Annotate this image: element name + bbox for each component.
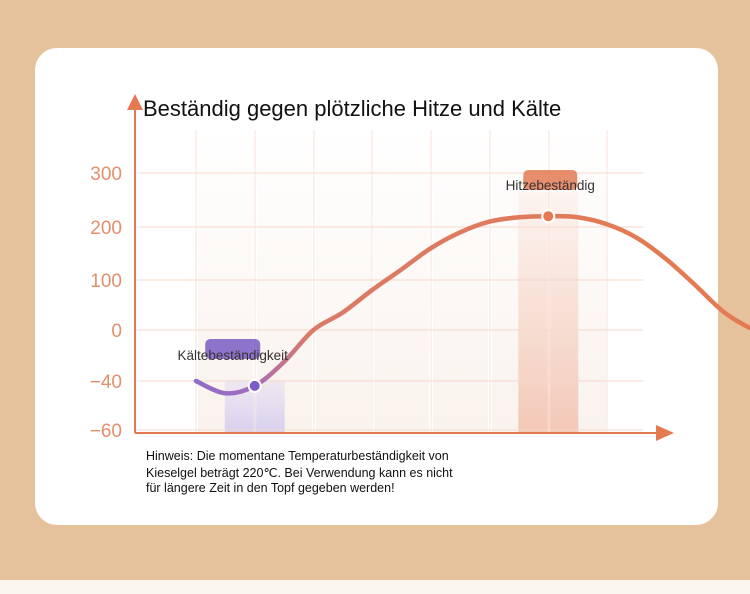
heat-zone: [518, 192, 579, 433]
y-tick-label: 100: [90, 271, 122, 292]
cold-annotation-label: Kältebeständigkeit: [178, 348, 289, 363]
heat-annotation-marker: [541, 209, 556, 224]
y-tick-label: −60: [90, 421, 122, 442]
column-band: [316, 130, 371, 433]
chart-title: Beständig gegen plötzliche Hitze und Käl…: [143, 96, 561, 121]
y-tick-label: 300: [90, 164, 122, 185]
note-line-1: Hinweis: Die momentane Temperaturbeständ…: [146, 449, 449, 463]
heat-annotation-badge: [523, 170, 578, 190]
note-line-3: für längere Zeit in den Topf gegeben wer…: [146, 481, 395, 495]
column-band: [433, 130, 488, 433]
cold-annotation-marker: [247, 378, 262, 393]
heat-annotation-label: Hitzebeständig: [506, 178, 595, 193]
x-axis-arrow: [656, 425, 674, 441]
cold-annotation-badge: [205, 339, 261, 359]
y-axis-arrow: [127, 94, 143, 110]
temperature-curve: [193, 213, 750, 396]
note-line-2: Kieselgel beträgt 220℃. Bei Verwendung k…: [146, 466, 453, 480]
y-tick-label: −40: [90, 372, 122, 393]
y-tick-label: 200: [90, 218, 122, 239]
bottom-strip: [0, 580, 750, 594]
y-tick-label: 0: [111, 321, 122, 342]
